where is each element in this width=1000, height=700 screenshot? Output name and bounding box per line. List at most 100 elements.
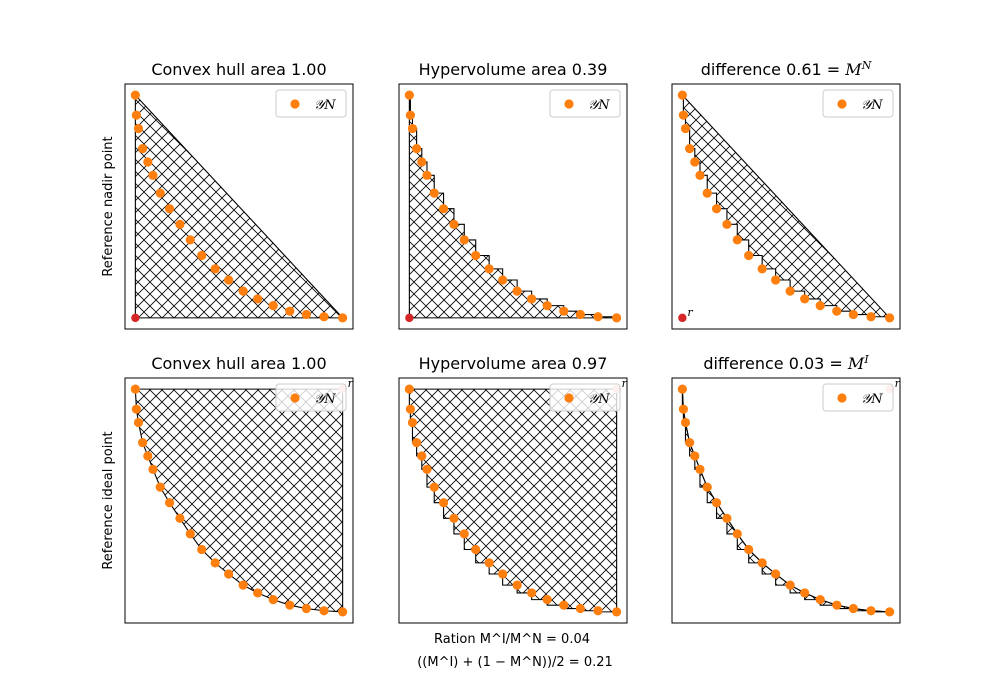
- data-point: [175, 513, 185, 523]
- data-point: [690, 157, 700, 167]
- data-point: [164, 498, 175, 508]
- legend-box: [275, 89, 347, 118]
- data-point: [405, 110, 415, 120]
- subplot-grid: 𝒴N Convex hull area 1.00 Reference nadir p…: [101, 59, 901, 624]
- data-point: [407, 123, 418, 134]
- subplot-title: Convex hull area 1.00: [151, 354, 326, 373]
- data-point: [338, 607, 348, 617]
- data-point: [771, 275, 781, 285]
- subplot-title-text: Hypervolume area 0.97: [419, 354, 608, 373]
- subplot-title-math: M: [847, 354, 865, 373]
- caption-line-1-text: Ration M^I/M^N = 0.04: [434, 632, 590, 647]
- legend-label: 𝒴N: [314, 392, 336, 407]
- subplot-title: Hypervolume area 0.97: [419, 354, 608, 373]
- data-point: [815, 301, 825, 311]
- data-point: [405, 404, 415, 414]
- data-point: [677, 90, 687, 100]
- caption-line-1: Ration M^I/M^N = 0.04: [434, 632, 590, 647]
- data-point: [422, 464, 432, 474]
- data-point: [404, 384, 414, 394]
- data-point: [224, 569, 234, 579]
- legend-label: 𝒴N: [588, 392, 610, 407]
- data-point: [285, 600, 295, 610]
- reference-point: [678, 313, 687, 323]
- subplot-6: r 𝒴N difference 0.03 = MI: [671, 353, 901, 624]
- data-point: [268, 595, 278, 605]
- data-point: [338, 313, 348, 323]
- data-point: [498, 275, 508, 285]
- data-point: [866, 312, 876, 322]
- data-point: [695, 464, 705, 474]
- data-point: [885, 607, 895, 617]
- data-point: [459, 529, 469, 539]
- data-point: [210, 264, 220, 274]
- data-point: [138, 143, 148, 154]
- caption-line-2: ((M^I) + (1 − M^N))/2 = 0.21: [417, 655, 613, 670]
- data-point: [407, 417, 418, 428]
- data-point: [143, 157, 153, 167]
- data-point: [680, 417, 691, 428]
- legend-box: [549, 383, 621, 412]
- data-point: [678, 404, 689, 414]
- data-point: [471, 250, 481, 261]
- data-point: [471, 544, 481, 555]
- data-point: [422, 170, 432, 180]
- data-point: [612, 607, 622, 617]
- legend: 𝒴N: [549, 89, 621, 118]
- legend-label: 𝒴N: [861, 392, 883, 407]
- subplot-title-text: Convex hull area 1.00: [151, 60, 326, 79]
- subplot-title: Convex hull area 1.00: [151, 60, 326, 79]
- data-point: [685, 437, 695, 448]
- data-point: [438, 498, 449, 508]
- reference-point-label: r: [348, 377, 354, 390]
- data-point: [680, 123, 691, 134]
- data-point: [559, 600, 569, 610]
- legend-box: [822, 89, 894, 118]
- legend-marker: [290, 99, 300, 109]
- y-axis-label: Reference nadir point: [101, 136, 116, 276]
- data-point: [449, 219, 459, 229]
- data-point: [253, 588, 263, 598]
- legend-label: 𝒴N: [314, 98, 336, 113]
- data-point: [224, 275, 234, 285]
- data-point: [404, 90, 414, 100]
- data-point: [301, 309, 311, 320]
- subplot-title-math: M: [844, 60, 862, 79]
- data-point: [210, 558, 220, 568]
- data-point: [612, 313, 622, 323]
- reference-point: [405, 313, 414, 323]
- data-point: [512, 286, 522, 296]
- reference-point-label: r: [622, 377, 628, 390]
- data-point: [722, 513, 732, 523]
- data-point: [542, 301, 552, 311]
- legend-marker: [564, 393, 574, 403]
- data-point: [678, 110, 689, 120]
- reference-point: [131, 313, 140, 323]
- data-point: [131, 404, 141, 414]
- data-point: [484, 558, 494, 568]
- data-point: [593, 606, 603, 616]
- data-point: [319, 606, 329, 616]
- data-point: [866, 606, 876, 616]
- data-point: [175, 219, 185, 229]
- legend-marker: [564, 99, 574, 109]
- data-point: [785, 580, 795, 590]
- region-hypervolume: [408, 94, 618, 319]
- data-point: [732, 529, 742, 539]
- data-point: [319, 312, 329, 322]
- data-point: [197, 544, 207, 555]
- legend-marker: [290, 393, 300, 403]
- data-point: [484, 264, 494, 274]
- subplot-4: r 𝒴N Convex hull area 1.00 Reference ideal …: [101, 354, 354, 624]
- data-point: [542, 595, 552, 605]
- data-point: [417, 157, 427, 167]
- data-point: [685, 143, 695, 154]
- data-point: [238, 286, 248, 296]
- legend: 𝒴N: [822, 383, 894, 412]
- data-point: [832, 600, 842, 610]
- legend-box: [549, 89, 621, 118]
- data-point: [722, 219, 732, 229]
- axes-frame: [124, 377, 354, 624]
- data-point: [575, 603, 585, 614]
- data-point: [253, 294, 263, 304]
